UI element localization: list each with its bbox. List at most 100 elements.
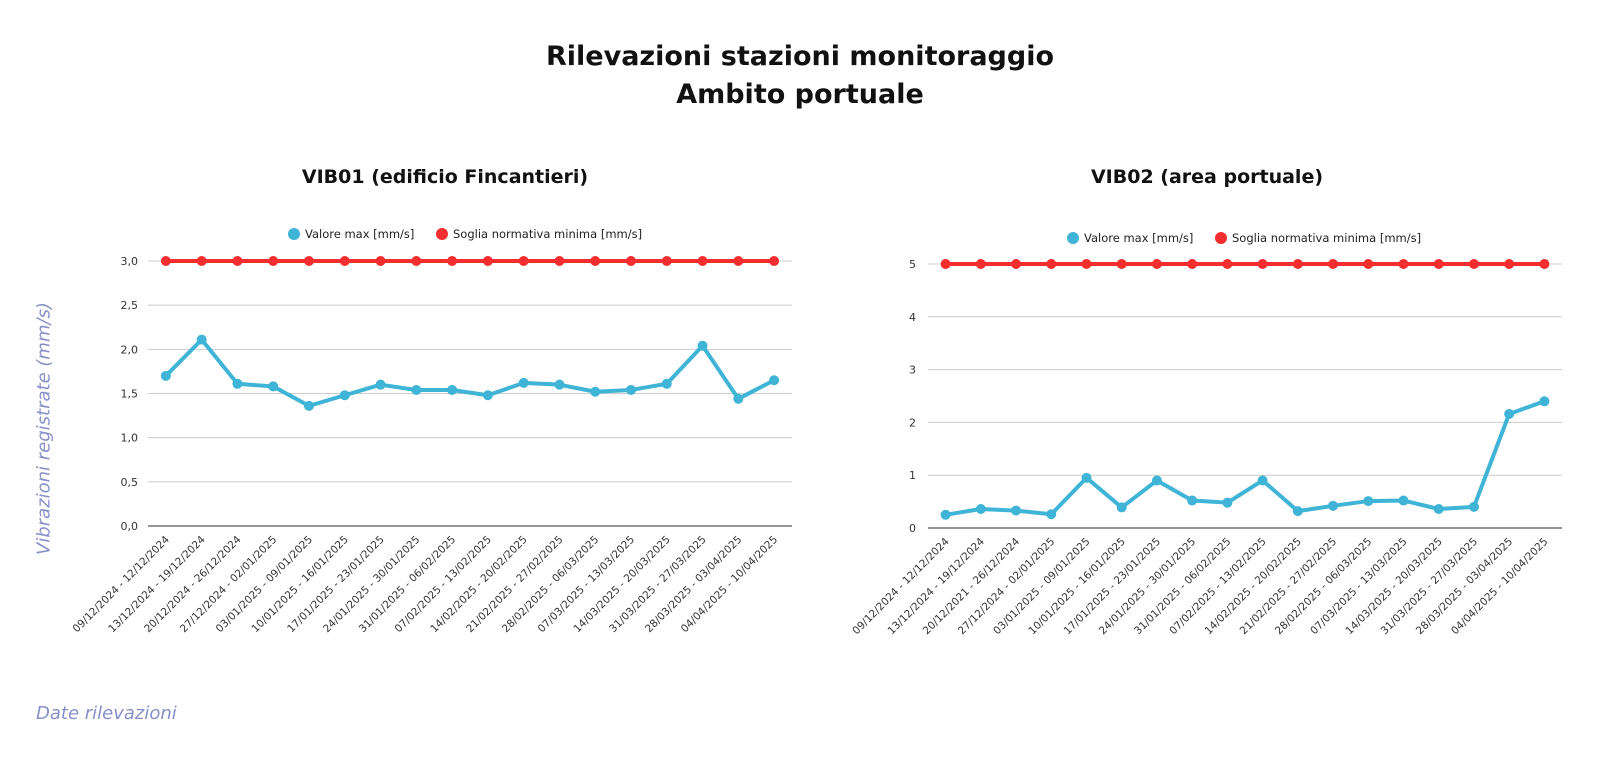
- data-point-soglia: [1292, 259, 1303, 269]
- x-tick-label: 31/03/2025 - 27/03/2025: [607, 534, 708, 635]
- data-point-soglia: [661, 256, 672, 266]
- data-point-valore-max: [1222, 497, 1233, 508]
- data-point-valore-max: [1468, 501, 1479, 512]
- data-point-valore-max: [1116, 502, 1127, 513]
- data-point-soglia: [1433, 259, 1444, 269]
- data-point-soglia: [339, 256, 350, 266]
- x-tick-label: 03/01/2025 - 09/01/2025: [991, 536, 1092, 637]
- data-point-soglia: [697, 256, 708, 266]
- data-point-soglia: [1363, 259, 1374, 269]
- x-tick-label: 13/12/2024 - 19/12/2024: [885, 535, 987, 637]
- y-tick-label: 1,0: [121, 432, 139, 445]
- data-point-soglia: [590, 256, 601, 266]
- y-tick-label: 0,5: [121, 476, 139, 489]
- data-point-valore-max: [1328, 500, 1339, 511]
- data-point-soglia: [1046, 259, 1057, 269]
- page-title: Rilevazioni stazioni monitoraggio: [545, 41, 1055, 72]
- data-point-valore-max: [1504, 408, 1515, 419]
- data-point-valore-max: [411, 384, 422, 395]
- data-point-soglia: [1539, 259, 1550, 269]
- legend-marker-soglia: [1215, 232, 1227, 244]
- x-tick-label: 24/01/2025 - 30/01/2025: [321, 534, 422, 635]
- x-tick-label: 17/01/2025 - 23/01/2025: [1062, 536, 1163, 637]
- y-axis-title: Vibrazioni registrate (mm/s): [33, 302, 55, 555]
- legend-marker-soglia: [436, 228, 448, 240]
- x-tick-label: 24/01/2025 - 30/01/2025: [1097, 536, 1198, 637]
- data-point-valore-max: [1046, 509, 1057, 520]
- data-point-soglia: [1222, 259, 1233, 269]
- x-tick-label: 14/02/2025 - 20/02/2025: [1202, 536, 1303, 637]
- data-point-valore-max: [518, 377, 529, 388]
- data-point-soglia: [554, 256, 565, 266]
- data-point-valore-max: [554, 379, 565, 390]
- data-point-valore-max: [1011, 505, 1022, 516]
- data-point-soglia: [626, 256, 636, 266]
- data-point-valore-max: [339, 390, 350, 401]
- x-tick-label: 03/01/2025 - 09/01/2025: [214, 534, 315, 635]
- x-axis-title: Date rilevazioni: [36, 703, 177, 724]
- data-point-soglia: [1468, 259, 1479, 269]
- x-tick-label: 21/02/2025 - 27/02/2025: [1238, 536, 1339, 637]
- data-point-valore-max: [590, 386, 601, 397]
- data-point-valore-max: [1539, 396, 1550, 407]
- legend-label-valore-max: Valore max [mm/s]: [305, 227, 414, 241]
- y-tick-label: 1,5: [121, 388, 139, 401]
- x-tick-label: 17/01/2025 - 23/01/2025: [285, 534, 386, 635]
- data-point-valore-max: [196, 334, 207, 345]
- x-tick-label: 14/02/2025 - 20/02/2025: [428, 534, 529, 635]
- data-point-valore-max: [304, 400, 314, 411]
- x-tick-label: 04/04/2025 - 10/04/2025: [1449, 536, 1550, 637]
- data-point-soglia: [268, 256, 279, 266]
- data-point-valore-max: [1398, 495, 1409, 506]
- y-tick-label: 5: [909, 258, 916, 271]
- data-point-valore-max: [1363, 496, 1374, 507]
- x-tick-label: 13/12/2024 - 19/12/2024: [106, 533, 208, 635]
- data-point-valore-max: [1081, 472, 1092, 483]
- data-point-soglia: [975, 259, 986, 269]
- data-point-soglia: [1081, 259, 1092, 269]
- legend-label-soglia: Soglia normativa minima [mm/s]: [453, 227, 642, 241]
- data-point-valore-max: [940, 509, 951, 520]
- data-point-soglia: [1187, 259, 1198, 269]
- data-point-valore-max: [375, 379, 386, 390]
- legend-label-valore-max: Valore max [mm/s]: [1084, 231, 1193, 245]
- x-tick-label: 07/03/2025 - 13/03/2025: [1308, 536, 1409, 637]
- x-tick-label: 31/01/2025 - 06/02/2025: [1132, 536, 1233, 637]
- chart-title: VIB01 (edificio Fincantieri): [302, 166, 588, 188]
- chart-title: VIB02 (area portuale): [1091, 166, 1323, 188]
- y-tick-label: 0,0: [121, 520, 139, 533]
- data-point-soglia: [518, 256, 529, 266]
- data-point-soglia: [447, 256, 458, 266]
- y-tick-label: 3: [909, 364, 916, 377]
- y-tick-label: 2: [909, 416, 916, 429]
- x-tick-label: 10/01/2025 - 16/01/2025: [1026, 536, 1127, 637]
- x-tick-label: 14/03/2025 - 20/03/2025: [571, 534, 672, 635]
- data-point-valore-max: [1151, 475, 1162, 486]
- x-tick-label: 07/02/2025 - 13/02/2025: [393, 534, 494, 635]
- x-tick-label: 07/03/2025 - 13/03/2025: [536, 534, 637, 635]
- data-point-soglia: [769, 256, 780, 266]
- data-point-soglia: [733, 256, 744, 266]
- data-point-soglia: [411, 256, 422, 266]
- x-tick-label: 10/01/2025 - 16/01/2025: [249, 534, 350, 635]
- y-tick-label: 2,5: [121, 299, 139, 312]
- x-tick-label: 20/12/2021 - 26/12/2024: [921, 535, 1023, 637]
- data-point-valore-max: [1187, 495, 1198, 506]
- x-tick-label: 28/03/2025 - 03/04/2025: [643, 534, 744, 635]
- y-tick-label: 1: [909, 469, 916, 482]
- data-point-soglia: [375, 256, 386, 266]
- x-tick-label: 14/03/2025 - 20/03/2025: [1343, 536, 1444, 637]
- x-tick-label: 27/12/2024 - 02/01/2025: [956, 536, 1057, 637]
- y-tick-label: 3,0: [121, 255, 139, 268]
- data-point-valore-max: [661, 378, 672, 389]
- x-tick-label: 09/12/2024 - 12/12/2024: [71, 533, 173, 635]
- data-point-valore-max: [697, 340, 708, 351]
- data-point-soglia: [1011, 259, 1022, 269]
- data-point-soglia: [482, 256, 493, 266]
- legend-label-soglia: Soglia normativa minima [mm/s]: [1232, 231, 1421, 245]
- data-point-soglia: [1116, 259, 1127, 269]
- x-tick-label: 31/03/2025 - 27/03/2025: [1379, 536, 1480, 637]
- series-line-valore-max: [164, 337, 776, 408]
